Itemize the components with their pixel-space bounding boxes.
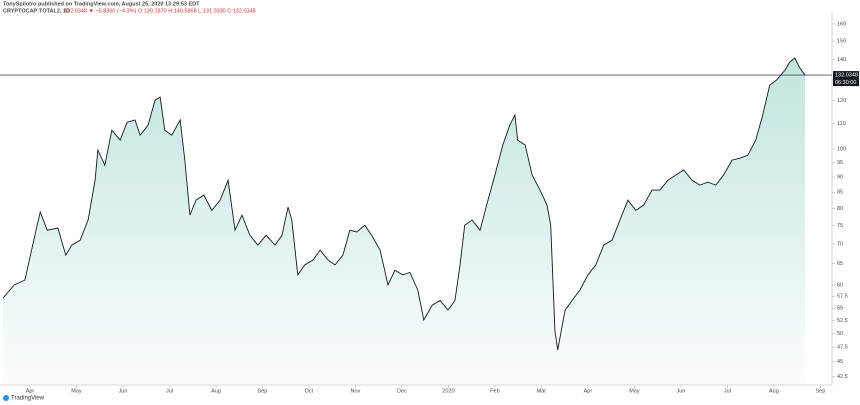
last-price-label: 132.0348 bbox=[835, 73, 858, 79]
x-tick-label: Mar bbox=[537, 388, 547, 394]
x-tick-label: Aug bbox=[769, 388, 779, 394]
y-tick-label: 42.5 bbox=[837, 374, 848, 380]
x-tick-label: Jul bbox=[724, 388, 731, 394]
last-price-box bbox=[833, 71, 859, 80]
y-tick-label: 140 bbox=[837, 57, 846, 63]
y-tick-label: 45 bbox=[837, 359, 843, 365]
y-tick-label: 150 bbox=[837, 39, 846, 45]
x-tick-label: May bbox=[71, 388, 82, 394]
area-fill bbox=[3, 58, 806, 386]
y-tick-label: 100 bbox=[837, 146, 846, 152]
y-tick-label: 120 bbox=[837, 98, 846, 104]
y-tick-label: 50 bbox=[837, 331, 843, 337]
y-tick-label: 160 bbox=[837, 21, 846, 27]
x-tick-label: Apr bbox=[584, 388, 593, 394]
x-tick-label: Oct bbox=[305, 388, 314, 394]
y-tick-label: 110 bbox=[837, 121, 846, 127]
brand[interactable]: TradingView bbox=[11, 396, 45, 402]
y-tick-label: 70 bbox=[837, 241, 843, 247]
y-tick-label: 55 bbox=[837, 306, 843, 312]
y-tick-label: 47.5 bbox=[837, 345, 848, 351]
x-tick-label: Jul bbox=[166, 388, 173, 394]
y-tick-label: 65 bbox=[837, 261, 843, 267]
countdown-box bbox=[833, 79, 859, 87]
x-tick-label: Nov bbox=[351, 388, 361, 394]
x-tick-label: 2020 bbox=[442, 388, 454, 394]
y-tick-label: 75 bbox=[837, 223, 843, 229]
y-tick-label: 95 bbox=[837, 160, 843, 166]
y-tick-label: 57.5 bbox=[837, 294, 848, 300]
x-tick-label: Feb bbox=[490, 388, 499, 394]
header-author: TonySpilotro published on TradingView.co… bbox=[3, 1, 200, 7]
brand-logo bbox=[3, 395, 9, 401]
countdown-label: 06:30:00 bbox=[835, 80, 856, 86]
y-tick-label: 85 bbox=[837, 190, 843, 196]
y-tick-label: 80 bbox=[837, 206, 843, 212]
y-tick-label: 60 bbox=[837, 282, 843, 288]
x-tick-label: Sep bbox=[815, 388, 825, 394]
y-tick-label: 52.5 bbox=[837, 318, 848, 324]
price-line bbox=[2, 57, 806, 351]
x-tick-label: Sep bbox=[258, 388, 268, 394]
header-symbol: CRYPTOCAP:TOTAL2, 1D bbox=[3, 8, 70, 14]
x-tick-label: May bbox=[629, 388, 640, 394]
header-quote: 132.0348 ▼ −5.8360 (−4.3%) O:139.1870 H:… bbox=[64, 8, 256, 14]
x-tick-label: Aug bbox=[211, 388, 221, 394]
x-tick-label: Apr bbox=[26, 388, 35, 394]
x-tick-label: Dec bbox=[397, 388, 407, 394]
x-tick-label: Jun bbox=[676, 388, 685, 394]
y-tick-label: 90 bbox=[837, 174, 843, 180]
x-tick-label: Jun bbox=[119, 388, 128, 394]
